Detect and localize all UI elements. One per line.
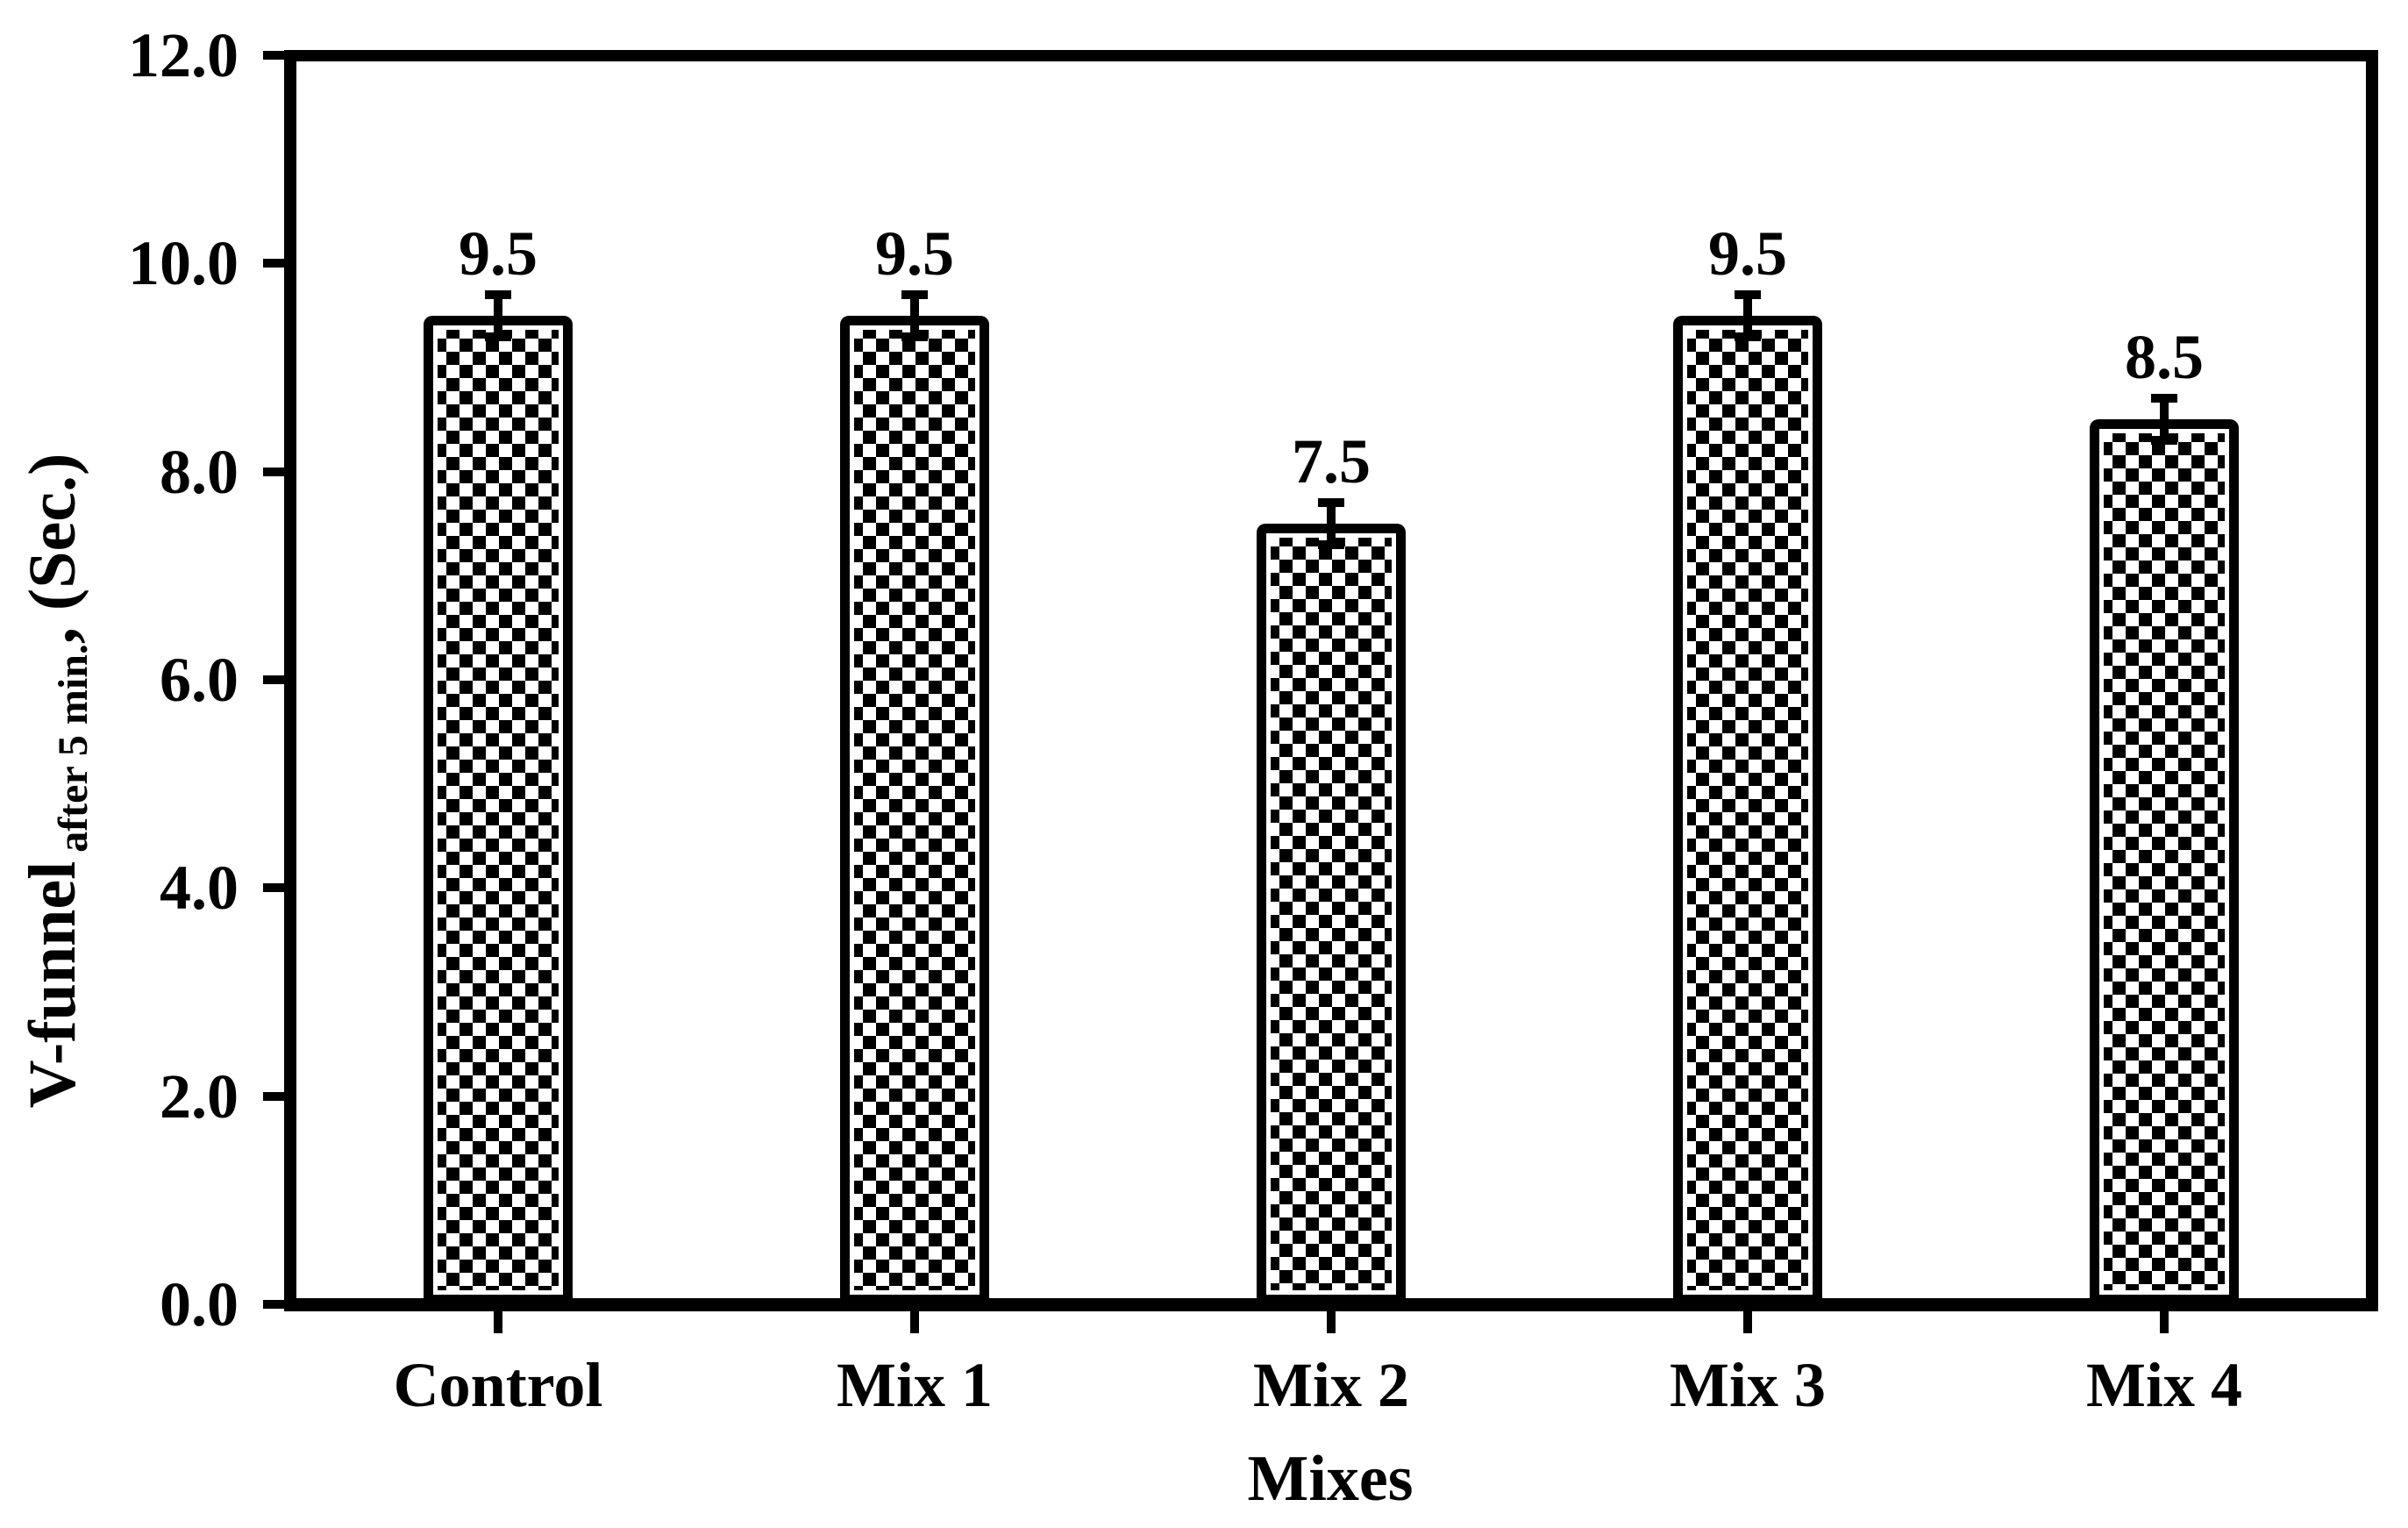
y-tick: [263, 468, 290, 476]
plot-frame-right: [2366, 50, 2378, 1311]
error-bar-line: [1327, 503, 1336, 545]
error-bar-line: [910, 295, 919, 337]
error-bar-cap-bottom: [2151, 436, 2177, 445]
y-tick: [263, 1300, 290, 1309]
y-tick: [263, 675, 290, 684]
y-tick-label: 2.0: [160, 1061, 239, 1132]
error-bar-cap-bottom: [485, 332, 511, 341]
bar-mix-4: [2090, 419, 2239, 1304]
x-category-label: Mix 2: [1253, 1350, 1409, 1420]
bar-value-label: 8.5: [2125, 322, 2204, 392]
x-tick: [494, 1304, 502, 1333]
x-tick: [910, 1304, 919, 1333]
bar-value-label: 9.5: [875, 218, 954, 289]
x-tick: [2160, 1304, 2169, 1333]
x-category-label: Mix 1: [837, 1350, 993, 1420]
y-axis-title-main: V-funnel: [16, 860, 89, 1109]
x-category-label: Mix 3: [1670, 1350, 1826, 1420]
bar-value-label: 9.5: [1708, 218, 1787, 289]
bar-value-label: 9.5: [459, 218, 538, 289]
y-tick: [263, 259, 290, 268]
x-axis-title: Mixes: [1247, 1443, 1414, 1515]
error-bar-line: [2160, 398, 2169, 440]
y-tick-label: 6.0: [160, 645, 239, 715]
x-category-label: Control: [393, 1350, 603, 1420]
error-bar-cap-top: [1318, 498, 1344, 507]
y-axis-title-subscript: after 5 min.: [50, 644, 96, 853]
error-bar-cap-top: [2151, 394, 2177, 403]
y-axis-title-unit: , (Sec.): [16, 453, 89, 645]
error-bar-cap-top: [1735, 290, 1761, 299]
y-tick-label: 0.0: [160, 1269, 239, 1339]
bar-mix-2: [1257, 524, 1406, 1304]
x-tick: [1327, 1304, 1336, 1333]
x-category-label: Mix 4: [2086, 1350, 2242, 1420]
error-bar-cap-bottom: [901, 332, 928, 341]
error-bar-cap-bottom: [1735, 332, 1761, 341]
y-tick-label: 4.0: [160, 853, 239, 923]
plot-frame-bottom: [284, 1298, 2378, 1311]
error-bar-line: [1743, 295, 1752, 337]
error-bar-cap-bottom: [1318, 540, 1344, 549]
y-tick-label: 10.0: [128, 228, 239, 298]
bar-mix-1: [840, 316, 989, 1304]
y-tick: [263, 1092, 290, 1101]
x-tick: [1743, 1304, 1752, 1333]
y-axis-title: V-funnel after 5 min., (Sec.): [9, 316, 100, 1246]
error-bar-line: [494, 295, 502, 337]
bar-mix-3: [1673, 316, 1822, 1304]
y-tick-label: 12.0: [128, 20, 239, 90]
y-tick: [263, 883, 290, 892]
y-tick-label: 8.0: [160, 437, 239, 507]
bar-value-label: 7.5: [1292, 426, 1371, 496]
error-bar-cap-top: [901, 290, 928, 299]
plot-frame-left: [284, 50, 296, 1311]
error-bar-cap-top: [485, 290, 511, 299]
bar-control: [424, 316, 573, 1304]
plot-frame-top: [284, 50, 2378, 61]
y-tick: [263, 51, 290, 60]
